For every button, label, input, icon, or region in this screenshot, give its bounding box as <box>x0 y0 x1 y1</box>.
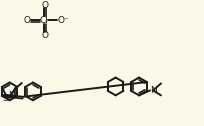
Text: S: S <box>2 94 8 103</box>
Text: N⁺: N⁺ <box>8 91 19 100</box>
Text: N: N <box>150 86 157 95</box>
Text: O: O <box>41 1 48 10</box>
Text: O: O <box>41 31 48 40</box>
Text: O⁻: O⁻ <box>57 16 69 25</box>
Text: O: O <box>23 16 31 25</box>
Text: Cl: Cl <box>40 16 48 25</box>
